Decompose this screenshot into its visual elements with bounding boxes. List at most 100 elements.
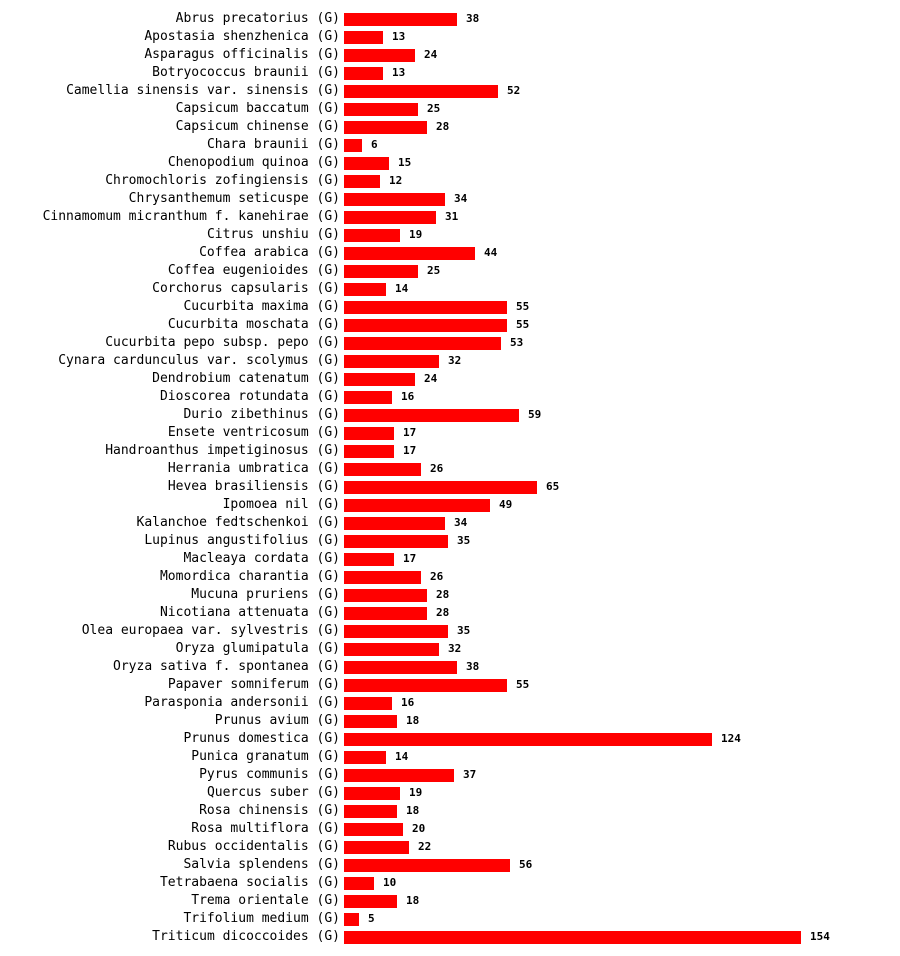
value-label: 20 [412, 822, 426, 835]
bar-area: 24 [340, 370, 900, 388]
bar-area: 65 [340, 478, 900, 496]
bar-row: Prunus avium (G) 18 [0, 712, 900, 730]
value-label: 32 [448, 642, 462, 655]
value-label: 18 [406, 804, 420, 817]
value-label: 25 [427, 102, 441, 115]
bar-row: Prunus domestica (G) 124 [0, 730, 900, 748]
category-label: Kalanchoe fedtschenkoi (G) [136, 515, 341, 530]
bar-row: Rosa chinensis (G) 18 [0, 802, 900, 820]
bar [344, 498, 490, 512]
bar [344, 174, 380, 188]
category-label: Trema orientale (G) [191, 893, 340, 908]
bar [344, 120, 427, 134]
bar-row: Cucurbita moschata (G) 55 [0, 316, 900, 334]
category-label: Abrus precatorius (G) [175, 11, 340, 26]
bar [344, 84, 498, 98]
bar-row: Kalanchoe fedtschenkoi (G) 34 [0, 514, 900, 532]
category-label: Quercus suber (G) [206, 785, 340, 800]
bar-row: Coffea arabica (G) 44 [0, 244, 900, 262]
bar-row: Trema orientale (G) 18 [0, 892, 900, 910]
bar [344, 660, 457, 674]
bar-area: 44 [340, 244, 900, 262]
category-label: Dendrobium catenatum (G) [152, 371, 340, 386]
bar-area: 16 [340, 388, 900, 406]
value-label: 14 [395, 750, 409, 763]
value-label: 18 [406, 714, 420, 727]
bar-area: 16 [340, 694, 900, 712]
bar-row: Dioscorea rotundata (G) 16 [0, 388, 900, 406]
bar-row: Cinnamomum micranthum f. kanehirae (G) 31 [0, 208, 900, 226]
value-label: 56 [519, 858, 533, 871]
value-label: 55 [516, 318, 530, 331]
bar-area: 22 [340, 838, 900, 856]
bar-area: 55 [340, 316, 900, 334]
bar-area: 24 [340, 46, 900, 64]
value-label: 65 [546, 480, 560, 493]
value-label: 32 [448, 354, 462, 367]
bar-row: Mucuna pruriens (G) 28 [0, 586, 900, 604]
bar-area: 25 [340, 262, 900, 280]
bar-area: 35 [340, 622, 900, 640]
value-label: 55 [516, 300, 530, 313]
bar-area: 20 [340, 820, 900, 838]
value-label: 38 [466, 12, 480, 25]
bar-row: Ipomoea nil (G) 49 [0, 496, 900, 514]
bar-row: Durio zibethinus (G) 59 [0, 406, 900, 424]
bar-area: 18 [340, 712, 900, 730]
category-label: Chrysanthemum seticuspe (G) [128, 191, 340, 206]
category-label: Citrus unshiu (G) [206, 227, 340, 242]
category-label: Botryococcus braunii (G) [152, 65, 340, 80]
bar [344, 822, 403, 836]
bar [344, 192, 445, 206]
bar [344, 912, 359, 926]
bar [344, 318, 507, 332]
bar [344, 210, 436, 224]
category-label: Cynara cardunculus var. scolymus (G) [58, 353, 340, 368]
bar [344, 30, 383, 44]
bar-area: 31 [340, 208, 900, 226]
category-label: Parasponia andersonii (G) [144, 695, 340, 710]
bar-row: Quercus suber (G) 19 [0, 784, 900, 802]
category-label: Momordica charantia (G) [159, 569, 340, 584]
bar-area: 37 [340, 766, 900, 784]
bar [344, 750, 386, 764]
category-label: Asparagus officinalis (G) [144, 47, 340, 62]
value-label: 44 [484, 246, 498, 259]
bar-row: Olea europaea var. sylvestris (G) 35 [0, 622, 900, 640]
bar-row: Lupinus angustifolius (G) 35 [0, 532, 900, 550]
value-label: 22 [418, 840, 432, 853]
bar-area: 17 [340, 442, 900, 460]
bar-area: 25 [340, 100, 900, 118]
bar-area: 26 [340, 460, 900, 478]
bar-area: 19 [340, 784, 900, 802]
bar-row: Nicotiana attenuata (G) 28 [0, 604, 900, 622]
bar-area: 49 [340, 496, 900, 514]
bar-area: 34 [340, 514, 900, 532]
value-label: 10 [383, 876, 397, 889]
category-label: Apostasia shenzhenica (G) [144, 29, 340, 44]
bar [344, 48, 415, 62]
bar-area: 124 [340, 730, 900, 748]
bar-row: Parasponia andersonii (G) 16 [0, 694, 900, 712]
bar-area: 154 [340, 928, 900, 946]
bar-row: Citrus unshiu (G) 19 [0, 226, 900, 244]
value-label: 17 [403, 552, 417, 565]
category-label: Dioscorea rotundata (G) [159, 389, 340, 404]
value-label: 15 [398, 156, 412, 169]
value-label: 26 [430, 570, 444, 583]
value-label: 37 [463, 768, 477, 781]
value-label: 28 [436, 588, 450, 601]
bar [344, 12, 457, 26]
bar [344, 282, 386, 296]
bar [344, 624, 448, 638]
category-label: Coffea arabica (G) [199, 245, 340, 260]
category-label: Capsicum chinense (G) [175, 119, 340, 134]
category-label: Cucurbita maxima (G) [183, 299, 340, 314]
bar [344, 714, 397, 728]
bar-row: Oryza sativa f. spontanea (G) 38 [0, 658, 900, 676]
bar-row: Apostasia shenzhenica (G) 13 [0, 28, 900, 46]
bar-area: 38 [340, 10, 900, 28]
bar-row: Triticum dicoccoides (G) 154 [0, 928, 900, 946]
bar-area: 14 [340, 280, 900, 298]
